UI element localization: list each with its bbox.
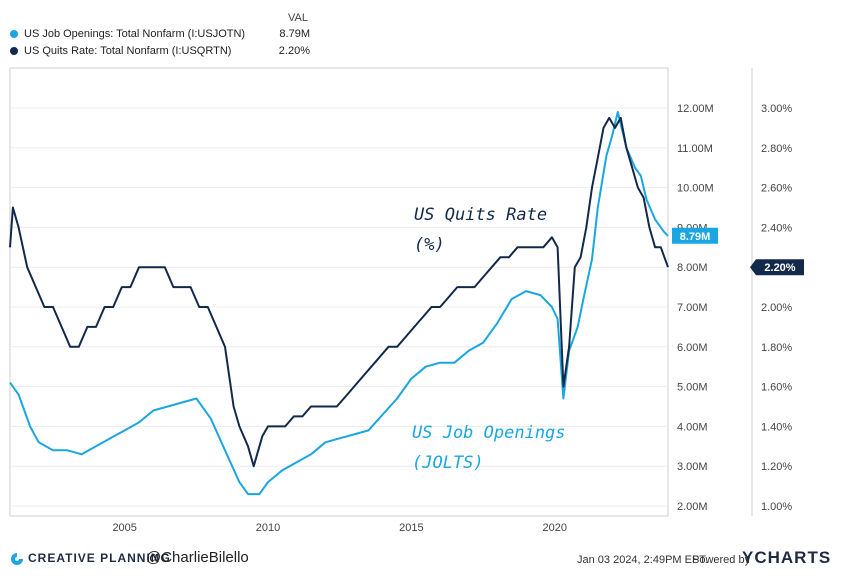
y-left-tick-label: 8.00M (677, 262, 708, 274)
legend-label-openings: US Job Openings: Total Nonfarm (I:USJOTN… (24, 28, 246, 41)
x-tick-label: 2020 (543, 522, 567, 534)
timestamp: Jan 03 2024, 2:49PM EST. (577, 554, 708, 566)
brand: CREATIVE PLANNING (10, 551, 171, 566)
brand-name: CREATIVE PLANNING (28, 551, 171, 565)
y-left-tick-label: 11.00M (677, 143, 713, 155)
end-tag-openings-bg (672, 227, 718, 244)
y-left-tick-label: 12.00M (677, 103, 714, 115)
y-left-tick-label: 5.00M (677, 382, 708, 394)
y-right-tick-label: 2.00% (761, 302, 792, 314)
legend-item-openings[interactable]: US Job Openings: Total Nonfarm (I:USJOTN… (10, 28, 310, 44)
legend-item-quits[interactable]: US Quits Rate: Total Nonfarm (I:USQRTN) … (10, 45, 310, 61)
y-left-tick-label: 6.00M (677, 342, 708, 354)
y-right-tick-label: 2.80% (761, 143, 792, 155)
chart: 200520102015202012.00M11.00M10.00M9.00M8… (9, 67, 804, 534)
ycharts-logo: YCHARTS (742, 548, 832, 567)
annotation-quits-unit: (%) (414, 235, 445, 255)
y-left-tick-label: 7.00M (677, 302, 708, 314)
legend-value-quits: 2.20% (278, 45, 310, 57)
y-right-tick-label: 2.40% (761, 222, 792, 234)
y-right-tick-label: 2.60% (761, 183, 792, 195)
end-tag-openings: 8.79M (680, 231, 711, 243)
y-right-tick-label: 1.00% (761, 501, 792, 513)
series-line-quits (9, 116, 669, 468)
legend-value-openings: 8.79M (279, 28, 310, 40)
y-right-tick-label: 1.60% (761, 382, 792, 394)
y-left-tick-label: 10.00M (677, 183, 714, 195)
end-tag-quits: 2.20% (764, 262, 795, 274)
legend-label-quits: US Quits Rate: Total Nonfarm (I:USQRTN) (24, 45, 232, 58)
footer: CREATIVE PLANNING @CharlieBilello Jan 03… (0, 546, 850, 582)
y-right-tick-label: 1.80% (761, 342, 792, 354)
creative-planning-logo-icon (11, 552, 23, 565)
annotation-openings: US Job Openings (412, 423, 566, 443)
annotation-quits: US Quits Rate (414, 205, 547, 225)
y-right-tick-label: 1.20% (761, 461, 792, 473)
legend-value-header: VAL (288, 12, 308, 24)
y-left-tick-label: 3.00M (677, 461, 708, 473)
author-handle: @CharlieBilello (146, 549, 249, 566)
x-tick-label: 2005 (112, 522, 136, 534)
legend-dot-icon (10, 47, 18, 56)
x-tick-label: 2010 (256, 522, 280, 534)
y-left-tick-label: 4.00M (677, 421, 708, 433)
plot-frame (9, 67, 669, 517)
legend-dot-icon (10, 30, 18, 39)
y-right-tick-label: 1.40% (761, 421, 792, 433)
x-tick-label: 2015 (399, 522, 423, 534)
series-line-openings (9, 111, 669, 496)
powered-by: Powered by (692, 554, 751, 566)
end-tag-quits-bg (750, 259, 804, 276)
annotation-openings-sub: (JOLTS) (412, 453, 484, 473)
y-right-tick-label: 3.00% (761, 103, 792, 115)
y-left-tick-label: 2.00M (677, 501, 708, 513)
